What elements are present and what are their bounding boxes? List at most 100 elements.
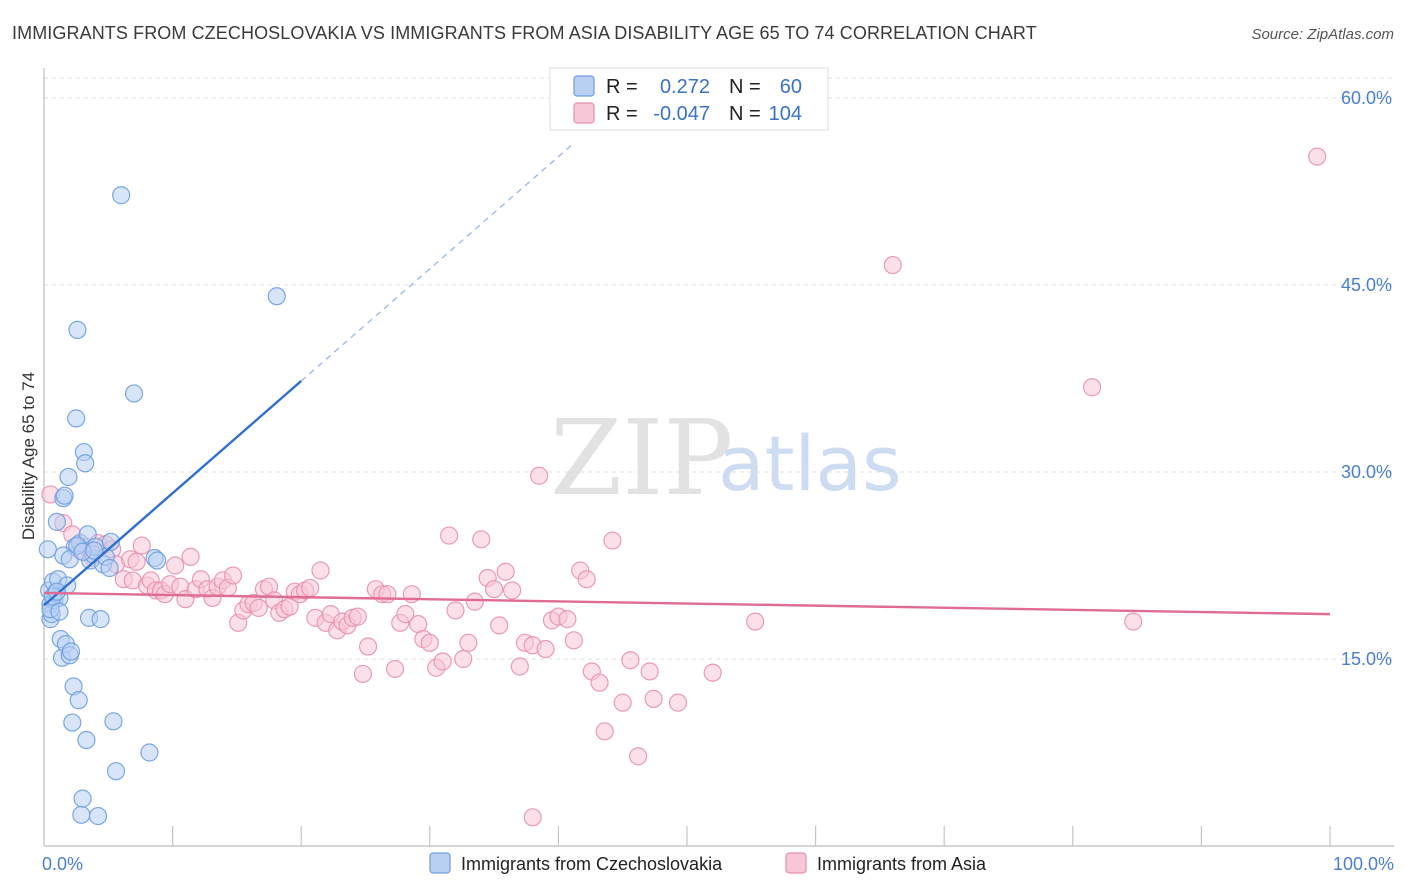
stats-r-value-2: -0.047 bbox=[653, 103, 710, 125]
watermark-atlas: atlas bbox=[718, 419, 902, 508]
point-asia bbox=[311, 561, 330, 580]
point-czechoslovakia bbox=[124, 384, 144, 403]
point-asia bbox=[459, 633, 478, 652]
point-asia bbox=[629, 747, 648, 766]
point-asia bbox=[396, 605, 415, 624]
point-asia bbox=[433, 652, 452, 671]
y-tick-label: 15.0% bbox=[1341, 649, 1392, 669]
stats-r-label-2: R = bbox=[606, 103, 638, 125]
point-asia bbox=[301, 578, 320, 598]
point-asia bbox=[536, 639, 555, 659]
y-tick-label: 60.0% bbox=[1341, 88, 1392, 108]
point-czechoslovakia bbox=[88, 806, 108, 826]
legend-label-czechoslovakia: Immigrants from Czechoslovakia bbox=[461, 854, 723, 874]
series-legend: Immigrants from Czechoslovakia Immigrant… bbox=[429, 852, 987, 874]
series-czechoslovakia-points-blue bbox=[38, 186, 286, 826]
stats-n-value-1: 60 bbox=[780, 76, 802, 98]
point-asia bbox=[1082, 378, 1102, 397]
stats-legend-box bbox=[549, 67, 829, 131]
point-czechoslovakia bbox=[100, 558, 119, 578]
x-axis-tick-marks bbox=[172, 826, 1331, 846]
point-asia bbox=[420, 633, 439, 652]
point-czechoslovakia bbox=[104, 712, 123, 731]
point-czechoslovakia bbox=[50, 602, 69, 621]
point-asia bbox=[485, 580, 504, 599]
point-asia bbox=[439, 526, 459, 545]
point-asia bbox=[746, 612, 765, 631]
x-tick-max: 100.0% bbox=[1333, 854, 1394, 874]
point-asia bbox=[132, 536, 151, 555]
point-czechoslovakia bbox=[47, 582, 66, 601]
watermark-zip: ZIP bbox=[550, 397, 733, 519]
point-czechoslovakia bbox=[63, 713, 82, 732]
point-czechoslovakia bbox=[69, 691, 88, 710]
point-czechoslovakia bbox=[61, 642, 81, 661]
stats-r-label-1: R = bbox=[606, 76, 638, 98]
y-tick-label: 45.0% bbox=[1341, 275, 1392, 295]
point-czechoslovakia bbox=[77, 730, 96, 750]
point-asia bbox=[564, 631, 583, 650]
point-asia bbox=[385, 659, 405, 679]
point-asia bbox=[644, 689, 663, 708]
trend-line-czechoslovakia-extension bbox=[300, 144, 572, 382]
point-czechoslovakia bbox=[76, 454, 95, 473]
point-czechoslovakia bbox=[59, 467, 78, 487]
point-asia bbox=[127, 552, 146, 571]
point-asia bbox=[353, 664, 373, 684]
point-asia bbox=[523, 808, 542, 827]
point-czechoslovakia bbox=[112, 186, 131, 205]
point-asia bbox=[621, 651, 640, 670]
y-axis-label: Disability Age 65 to 74 bbox=[19, 372, 38, 540]
point-asia bbox=[510, 657, 529, 676]
point-asia bbox=[503, 581, 522, 600]
y-axis-ticks: 15.0% 30.0% 45.0% 60.0% bbox=[1341, 88, 1392, 669]
point-asia bbox=[577, 570, 596, 589]
stats-swatch-czechoslovakia bbox=[573, 75, 595, 97]
legend-swatch-asia bbox=[785, 852, 807, 874]
point-asia bbox=[454, 649, 473, 669]
point-czechoslovakia bbox=[148, 551, 167, 570]
point-asia bbox=[472, 530, 491, 549]
point-asia bbox=[590, 673, 609, 692]
point-asia bbox=[668, 693, 688, 712]
point-czechoslovakia bbox=[267, 287, 286, 306]
stats-n-label-2: N = bbox=[729, 103, 761, 125]
point-czechoslovakia bbox=[72, 805, 91, 824]
point-czechoslovakia bbox=[68, 320, 87, 339]
point-asia bbox=[446, 601, 465, 620]
stats-n-label-1: N = bbox=[729, 76, 761, 98]
trend-line-czechoslovakia bbox=[43, 380, 302, 607]
point-asia bbox=[640, 662, 659, 681]
stats-n-value-2: 104 bbox=[769, 103, 802, 125]
trend-line-asia bbox=[43, 591, 1331, 616]
point-czechoslovakia bbox=[101, 532, 120, 551]
point-czechoslovakia bbox=[85, 541, 104, 560]
point-asia bbox=[613, 693, 632, 712]
point-asia bbox=[595, 722, 614, 741]
point-asia bbox=[530, 466, 549, 485]
point-asia bbox=[490, 616, 509, 635]
chart-source: Source: ZipAtlas.com bbox=[1251, 26, 1394, 43]
trend-lines bbox=[43, 144, 1331, 616]
point-asia bbox=[166, 556, 185, 575]
point-czechoslovakia bbox=[38, 540, 57, 559]
point-czechoslovakia bbox=[73, 789, 92, 808]
point-asia bbox=[249, 598, 268, 617]
grid bbox=[44, 77, 1394, 660]
stats-legend: R = 0.272 N = 60 R = -0.047 N = 104 bbox=[549, 67, 829, 131]
point-asia bbox=[1308, 147, 1327, 166]
stats-r-value-1: 0.272 bbox=[660, 76, 710, 98]
point-asia bbox=[348, 607, 367, 626]
point-czechoslovakia bbox=[140, 743, 159, 762]
point-czechoslovakia bbox=[106, 762, 126, 781]
point-asia bbox=[223, 566, 243, 585]
point-asia bbox=[181, 547, 200, 566]
point-czechoslovakia bbox=[55, 486, 74, 505]
legend-swatch-czechoslovakia bbox=[429, 852, 451, 874]
point-czechoslovakia bbox=[47, 512, 66, 531]
chart-title: IMMIGRANTS FROM CZECHOSLOVAKIA VS IMMIGR… bbox=[12, 23, 1037, 43]
point-czechoslovakia bbox=[91, 610, 110, 629]
point-asia bbox=[558, 610, 577, 629]
legend-label-asia: Immigrants from Asia bbox=[817, 854, 987, 874]
